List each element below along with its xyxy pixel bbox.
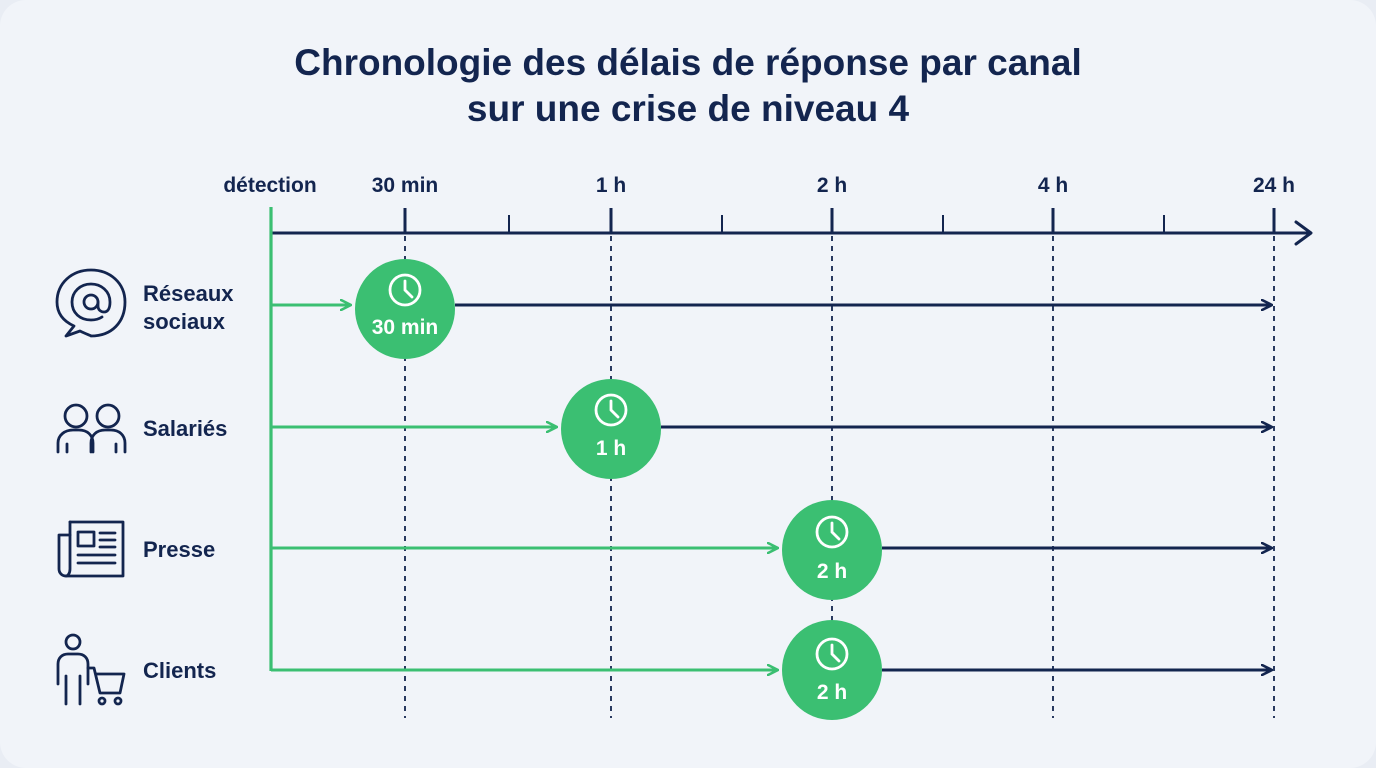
- tick-label-2h: 2 h: [817, 174, 847, 197]
- delay-label-clients: 2 h: [817, 681, 847, 704]
- page-title: Chronologie des délais de réponse par ca…: [0, 40, 1376, 132]
- tick-labels: détection 30 min 1 h 2 h 4 h 24 h: [223, 174, 1295, 197]
- major-ticks: [403, 208, 1276, 233]
- row-label-presse: Presse: [143, 537, 215, 562]
- tick-label-1h: 1 h: [596, 174, 626, 197]
- row-label-salaries: Salariés: [143, 416, 227, 441]
- delay-label-presse: 2 h: [817, 560, 847, 583]
- channel-row-presse: Presse 2 h: [57, 500, 1272, 600]
- row-label-clients: Clients: [143, 658, 216, 683]
- tick-label-4h: 4 h: [1038, 174, 1068, 197]
- delay-badge-reseaux: [355, 259, 455, 359]
- newspaper-icon: [57, 520, 125, 578]
- channel-row-salaries: Salariés 1 h: [56, 379, 1272, 479]
- delay-label-salaries: 1 h: [596, 437, 626, 460]
- channel-row-clients: Clients 2 h: [56, 620, 1272, 720]
- people-icon: [56, 403, 127, 454]
- shopper-cart-icon: [56, 633, 126, 706]
- clock-icon: [815, 637, 849, 671]
- row-label-reseaux-line2: sociaux: [143, 309, 226, 334]
- channel-row-reseaux-sociaux: Réseaux sociaux 30 min: [55, 259, 1272, 359]
- tick-label-detection: détection: [223, 174, 316, 197]
- row-label-reseaux-line1: Réseaux: [143, 281, 234, 306]
- at-sign-chat-icon: [55, 268, 127, 338]
- tick-label-24h: 24 h: [1253, 174, 1295, 197]
- minor-ticks: [508, 215, 1165, 233]
- time-axis-arrowhead: [1294, 220, 1313, 246]
- tick-label-30min: 30 min: [372, 174, 439, 197]
- clock-icon: [815, 515, 849, 549]
- title-line-2: sur une crise de niveau 4: [466, 88, 910, 129]
- clock-icon: [594, 393, 628, 427]
- delay-badge-salaries: [561, 379, 661, 479]
- clock-icon: [388, 273, 422, 307]
- title-line-1: Chronologie des délais de réponse par ca…: [294, 42, 1082, 83]
- delay-badge-presse: [782, 500, 882, 600]
- delay-label-reseaux: 30 min: [372, 316, 439, 339]
